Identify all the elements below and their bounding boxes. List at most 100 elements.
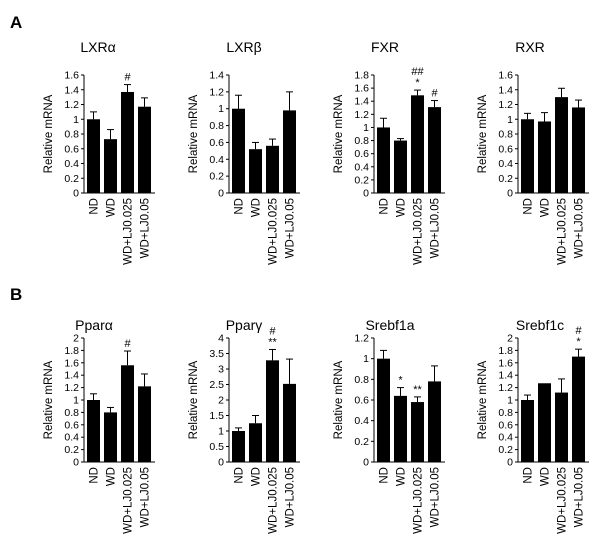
- chart-8: Srebf1c 00.20.40.60.811.21.41.61.82 Relati…: [477, 317, 589, 534]
- y-tick-label: 0.4: [354, 415, 369, 427]
- y-tick-label: 3: [218, 364, 224, 376]
- y-tick-label: 1.2: [64, 99, 79, 111]
- category-label: ND: [379, 198, 391, 215]
- bar: [87, 119, 100, 193]
- y-tick-label: 1.4: [354, 96, 369, 108]
- bar: [555, 392, 568, 462]
- chart-6: Pparγ 0 0.5 1 1.5 2 2.5 3 3.5 4 Relative mRNA ND WD *…: [188, 317, 300, 534]
- significance-mark: **: [268, 336, 277, 348]
- bar: [104, 139, 117, 193]
- category-label: WD: [540, 198, 552, 217]
- panel-letter-a: A: [10, 13, 22, 32]
- y-axis-label: Relative mRNA: [477, 94, 489, 173]
- category-label: WD: [106, 198, 118, 217]
- y-tick-label: 1.6: [354, 83, 369, 95]
- y-tick-label: 0.8: [354, 135, 369, 147]
- y-tick-label: 1.5: [209, 410, 224, 422]
- significance-mark: **: [413, 384, 422, 396]
- y-tick-label: 2: [73, 333, 79, 345]
- y-tick-label: 1.4: [64, 370, 79, 382]
- bar: [266, 145, 279, 193]
- y-tick-label: 2: [218, 395, 224, 407]
- category-label: WD+LJ0.05: [430, 198, 442, 258]
- bar: [232, 108, 245, 193]
- y-axis-label: Relative mRNA: [477, 360, 489, 439]
- category-label: WD+LJ0.05: [574, 198, 586, 258]
- significance-mark: #: [124, 338, 131, 350]
- y-tick-label: 0.2: [209, 171, 224, 183]
- chart-title: Srebf1c: [516, 317, 564, 333]
- bar: [121, 91, 134, 193]
- y-tick-label: 0.8: [498, 129, 513, 141]
- bar: [428, 107, 441, 193]
- y-tick-label: 0: [363, 457, 369, 469]
- significance-mark: #: [124, 72, 131, 84]
- bar: [377, 358, 390, 462]
- y-tick-label: 0.8: [498, 407, 513, 419]
- chart-7: Srebf1a 0 0.2 0.4 0.6 0.8 1 1.2 Relative mRNA ND *…: [333, 317, 445, 534]
- bar: [555, 97, 568, 193]
- y-axis-label: Relative mRNA: [188, 360, 200, 439]
- category-label: WD: [251, 198, 263, 217]
- category-label: WD+LJ0.025: [413, 198, 425, 265]
- bar: [394, 395, 407, 462]
- y-tick-label: 1.2: [209, 86, 224, 98]
- y-tick-label: 1.6: [64, 357, 79, 369]
- category-label: WD+LJ0.05: [574, 467, 586, 527]
- y-tick-label: 1: [218, 426, 224, 438]
- chart-title: Pparα: [75, 317, 113, 333]
- chart-1: LXRα 0 0.2 0.4 0.6 0.8 1 1.2 1.4 1.6 Relative mRNA…: [43, 39, 155, 265]
- bar: [411, 95, 424, 193]
- y-tick-label: 3.5: [209, 348, 224, 360]
- y-axis-label: Relative mRNA: [188, 94, 200, 173]
- y-axis-label: Relative mRNA: [43, 360, 55, 439]
- y-tick-label: 0: [73, 457, 79, 469]
- y-tick-label: 1.8: [354, 70, 369, 82]
- y-tick-label: 1.2: [498, 382, 513, 394]
- y-tick-label: 1.4: [498, 84, 513, 96]
- chart-2: LXRβ 0 0.2 0.4 0.6 0.8 1 1.2 1.4 Relative mRNA ND W…: [188, 39, 300, 265]
- y-tick-label: 1: [363, 122, 369, 134]
- y-tick-label: 1: [73, 395, 79, 407]
- y-tick-label: 0: [218, 188, 224, 200]
- y-tick-label: 1.8: [64, 345, 79, 357]
- y-tick-label: 1: [363, 353, 369, 365]
- y-tick-label: 0.4: [64, 432, 79, 444]
- y-tick-label: 1.2: [354, 333, 369, 345]
- bar: [572, 356, 585, 462]
- significance-mark: #: [431, 88, 438, 100]
- y-tick-label: 1.4: [498, 370, 513, 382]
- bar: [121, 365, 134, 462]
- category-label: WD: [106, 467, 118, 486]
- y-tick-label: 0: [507, 457, 513, 469]
- bar: [521, 119, 534, 193]
- y-tick-label: 0.2: [64, 444, 79, 456]
- y-tick-label: 0.8: [64, 129, 79, 141]
- category-label: WD: [540, 467, 552, 486]
- y-tick-label: 2.5: [209, 379, 224, 391]
- y-tick-label: 0: [218, 457, 224, 469]
- bar: [377, 127, 390, 193]
- category-label: WD+LJ0.05: [285, 467, 297, 527]
- significance-mark: *: [415, 77, 420, 89]
- y-tick-label: 0.8: [64, 407, 79, 419]
- y-tick-label: 0.6: [64, 143, 79, 155]
- category-label: ND: [523, 198, 535, 215]
- y-tick-label: 0: [507, 188, 513, 200]
- y-tick-label: 1.6: [498, 357, 513, 369]
- category-label: WD+LJ0.025: [557, 467, 569, 534]
- bar: [538, 121, 551, 193]
- y-tick-label: 1: [218, 103, 224, 115]
- category-label: WD+LJ0.025: [413, 467, 425, 534]
- y-tick-label: 0.2: [64, 173, 79, 185]
- y-tick-label: 0.2: [354, 174, 369, 186]
- category-label: ND: [234, 198, 246, 215]
- category-label: WD+LJ0.05: [285, 198, 297, 258]
- bar: [138, 386, 151, 462]
- bar: [249, 423, 262, 462]
- significance-mark: *: [398, 375, 403, 387]
- y-tick-label: 0.4: [209, 154, 224, 166]
- bar: [87, 400, 100, 462]
